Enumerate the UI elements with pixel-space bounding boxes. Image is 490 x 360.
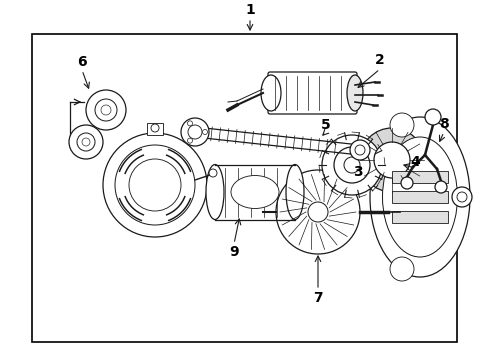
- Circle shape: [202, 130, 207, 135]
- Text: 5: 5: [321, 118, 331, 132]
- Circle shape: [151, 124, 159, 132]
- Circle shape: [69, 125, 103, 159]
- Circle shape: [77, 133, 95, 151]
- Circle shape: [334, 147, 370, 183]
- Circle shape: [350, 140, 370, 160]
- Text: 4: 4: [410, 155, 420, 169]
- Circle shape: [115, 145, 195, 225]
- Circle shape: [435, 181, 447, 193]
- Bar: [147, 123, 163, 135]
- Circle shape: [103, 133, 207, 237]
- Circle shape: [425, 109, 441, 125]
- Ellipse shape: [370, 117, 470, 277]
- Text: 6: 6: [77, 55, 87, 69]
- Text: 7: 7: [313, 291, 323, 305]
- Ellipse shape: [231, 176, 279, 208]
- Circle shape: [188, 138, 193, 143]
- Circle shape: [374, 142, 410, 178]
- Bar: [392, 171, 448, 183]
- Circle shape: [209, 169, 217, 177]
- Circle shape: [390, 113, 414, 137]
- Circle shape: [276, 170, 360, 254]
- Bar: [32, 34, 457, 342]
- Ellipse shape: [206, 165, 224, 220]
- Bar: [392, 211, 448, 223]
- Circle shape: [401, 177, 413, 189]
- Circle shape: [452, 187, 472, 207]
- Circle shape: [82, 138, 90, 146]
- Text: 3: 3: [353, 165, 363, 179]
- Circle shape: [457, 192, 467, 202]
- Ellipse shape: [383, 137, 458, 257]
- Circle shape: [95, 99, 117, 121]
- FancyBboxPatch shape: [268, 72, 357, 114]
- Text: 1: 1: [245, 3, 255, 17]
- Circle shape: [129, 159, 181, 211]
- Ellipse shape: [261, 75, 281, 111]
- Circle shape: [390, 257, 414, 281]
- Circle shape: [188, 125, 202, 139]
- Circle shape: [86, 90, 126, 130]
- Ellipse shape: [181, 118, 209, 146]
- Circle shape: [355, 145, 365, 155]
- Text: 2: 2: [375, 53, 385, 67]
- Text: 9: 9: [229, 245, 239, 259]
- Circle shape: [101, 105, 111, 115]
- Circle shape: [322, 135, 382, 195]
- Bar: [215, 165, 295, 220]
- Bar: [392, 191, 448, 203]
- Circle shape: [188, 121, 193, 126]
- Ellipse shape: [347, 75, 363, 111]
- Circle shape: [360, 128, 424, 192]
- Circle shape: [344, 157, 360, 173]
- Ellipse shape: [286, 165, 304, 220]
- Text: 8: 8: [439, 117, 449, 131]
- Circle shape: [308, 202, 328, 222]
